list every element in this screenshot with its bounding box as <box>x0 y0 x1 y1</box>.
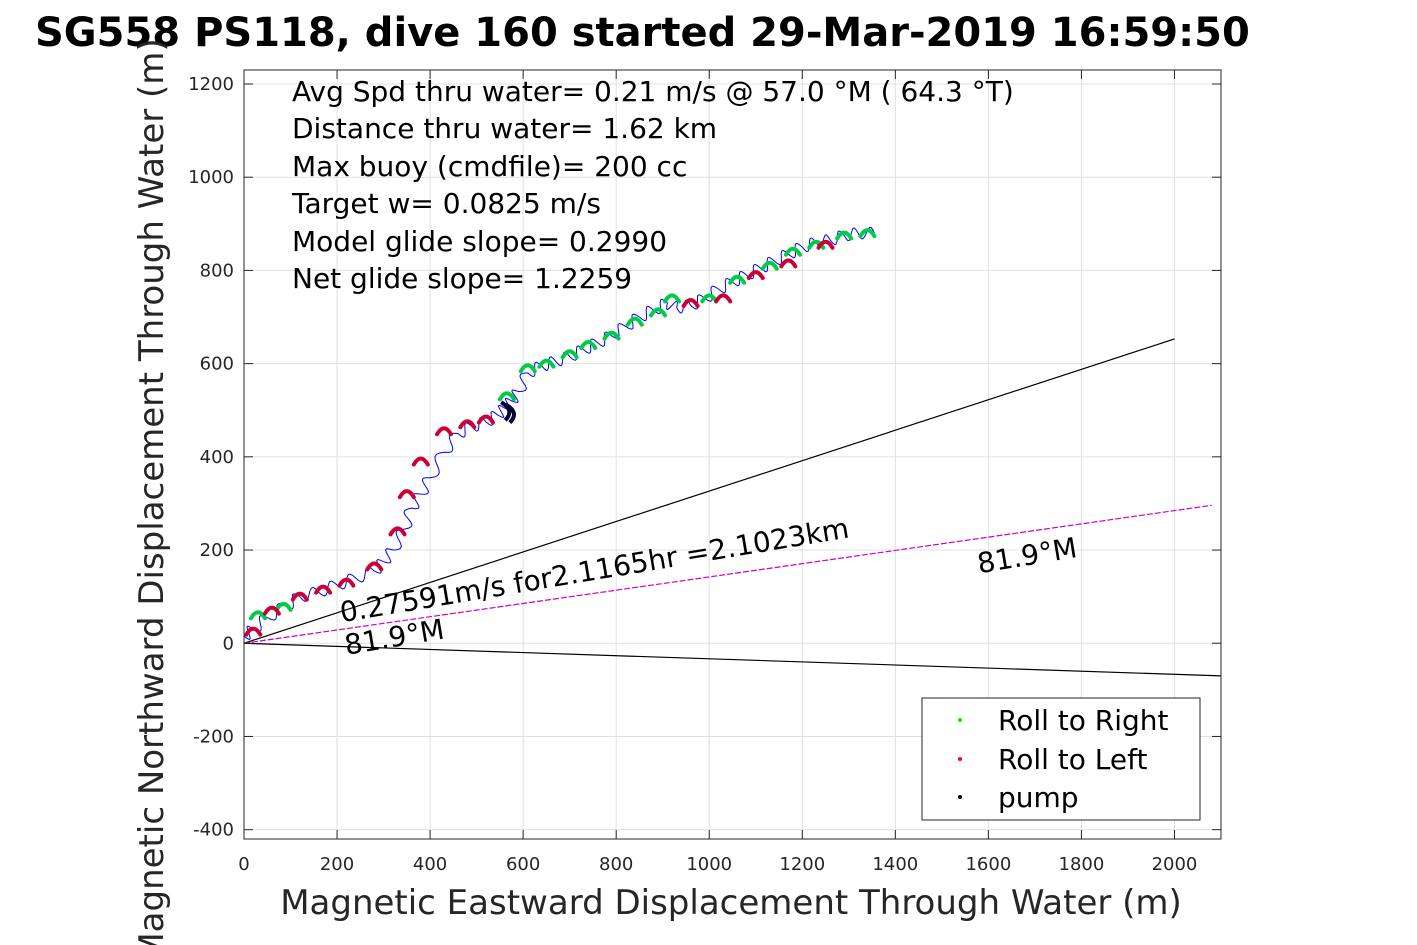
legend: Roll to Right Roll to Left pump <box>921 697 1201 821</box>
reference-lines <box>243 338 1222 677</box>
roll-right-point <box>835 230 854 241</box>
roll-left-point <box>476 414 495 425</box>
x-tick-label: 1800 <box>1059 854 1105 875</box>
roll-points <box>244 228 877 637</box>
roll-right-point <box>560 349 579 360</box>
plot-frame <box>243 69 1222 840</box>
info-line: Target w= 0.0825 m/s <box>291 187 601 220</box>
y-tick-label: -200 <box>193 726 234 747</box>
roll-right-point <box>760 260 779 271</box>
x-tick-label: 800 <box>599 854 633 875</box>
y-tick-label: 600 <box>200 354 234 375</box>
roll-right-point <box>649 307 668 318</box>
legend-marker-pump <box>958 795 962 799</box>
y-axis-label: Magnetic Northward Displacement Through … <box>132 38 172 945</box>
y-tick-label: 1000 <box>188 167 234 188</box>
x-axis-label: Magnetic Eastward Displacement Through W… <box>280 883 1182 923</box>
reference-line <box>243 504 1212 644</box>
info-line: Net glide slope= 1.2259 <box>292 262 632 295</box>
roll-left-point <box>681 298 700 309</box>
y-tick-label: 400 <box>200 447 234 468</box>
x-tick-label: 2000 <box>1152 854 1198 875</box>
legend-box <box>921 697 1201 821</box>
roll-left-point <box>746 270 765 281</box>
x-tick-label: 400 <box>413 854 447 875</box>
roll-right-point <box>625 316 644 327</box>
x-tick-label: 1400 <box>872 854 918 875</box>
x-tick-label: 600 <box>506 854 540 875</box>
y-tick-label: -400 <box>193 820 234 841</box>
roll-right-point <box>274 601 293 612</box>
roll-right-point <box>728 274 747 285</box>
roll-right-point <box>248 610 267 621</box>
pump-point <box>504 402 516 424</box>
info-box: Avg Spd thru water= 0.21 m/s @ 57.0 °M (… <box>291 75 1014 295</box>
roll-left-point <box>314 584 333 595</box>
roll-right-point <box>497 391 516 402</box>
y-tick-label: 0 <box>223 633 234 654</box>
roll-left-point <box>397 489 416 500</box>
ticks: 0 200 400 600 800 1000 1200 1400 1600 1800 2000-40… <box>188 70 1221 875</box>
x-tick-label: 1200 <box>779 854 825 875</box>
reference-line <box>243 338 1175 644</box>
roll-left-point <box>816 239 835 250</box>
roll-right-point <box>579 340 598 350</box>
roll-right-point <box>602 330 621 341</box>
x-tick-label: 0 <box>238 854 249 875</box>
roll-left-point <box>388 526 407 537</box>
x-tick-label: 200 <box>320 854 354 875</box>
legend-label-pump: pump <box>998 781 1079 814</box>
info-line: Max buoy (cmdfile)= 200 cc <box>292 150 687 183</box>
reference-line <box>243 642 1222 677</box>
y-tick-label: 200 <box>200 540 234 561</box>
info-line: Model glide slope= 0.2990 <box>292 225 667 258</box>
roll-left-point <box>779 258 798 269</box>
roll-right-point <box>858 228 877 239</box>
legend-marker-roll-left <box>958 757 962 761</box>
y-tick-label: 1200 <box>188 74 234 95</box>
y-tick-label: 800 <box>200 260 234 281</box>
x-tick-label: 1000 <box>686 854 732 875</box>
roll-left-point <box>244 626 263 637</box>
roll-left-point <box>262 605 281 616</box>
legend-marker-roll-right <box>958 718 962 722</box>
pump-point <box>500 400 512 422</box>
roll-left-point <box>458 419 477 430</box>
roll-left-point <box>411 456 430 467</box>
roll-left-point <box>337 577 356 588</box>
info-line: Avg Spd thru water= 0.21 m/s @ 57.0 °M (… <box>292 75 1014 108</box>
roll-right-point <box>518 363 537 374</box>
roll-left-point <box>365 561 384 572</box>
legend-label-roll-right: Roll to Right <box>998 704 1169 737</box>
roll-left-point <box>290 591 309 602</box>
roll-right-point <box>537 358 556 369</box>
legend-label-roll-left: Roll to Left <box>998 743 1147 776</box>
chart-title: SG558 PS118, dive 160 started 29-Mar-201… <box>35 10 1250 56</box>
info-line: Distance thru water= 1.62 km <box>292 112 717 145</box>
x-tick-label: 1600 <box>965 854 1011 875</box>
roll-right-point <box>783 246 802 257</box>
roll-right-point <box>663 293 682 304</box>
roll-left-point <box>714 293 733 304</box>
roll-left-point <box>435 426 454 437</box>
